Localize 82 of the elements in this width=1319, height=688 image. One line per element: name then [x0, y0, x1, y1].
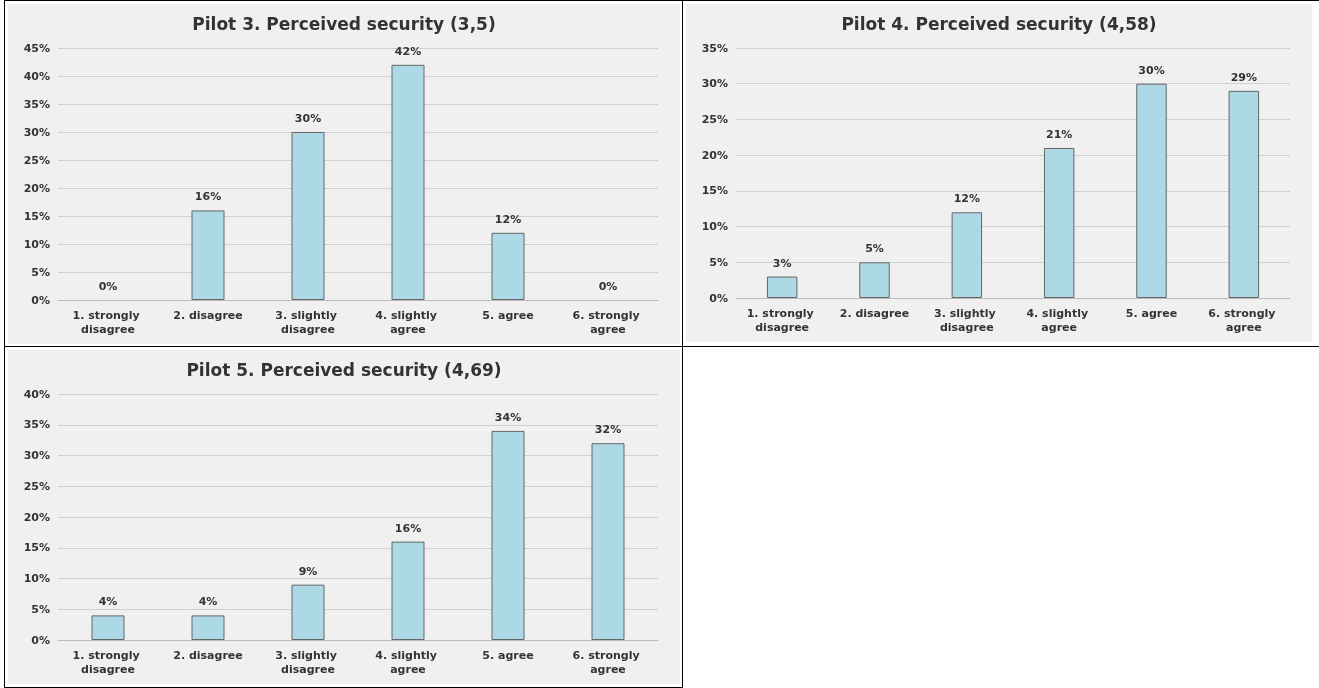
y-tick-label: 30%	[23, 449, 50, 462]
x-tick-label: 4. slightly agree	[1026, 306, 1092, 334]
bar	[191, 210, 225, 300]
y-tick-label: 35%	[23, 418, 50, 432]
chart-title: Pilot 4. Perceived security (4,58)	[841, 13, 1157, 34]
chart-title: Pilot 3. Perceived security (3,5)	[192, 13, 496, 34]
bar	[1043, 148, 1075, 298]
data-label: 0%	[598, 280, 618, 293]
data-label: 34%	[494, 410, 522, 424]
x-tick-label: 2. disagree	[173, 648, 243, 662]
x-tick-label: 3. slightly disagree	[275, 308, 341, 336]
bar	[1136, 83, 1167, 298]
bar	[291, 584, 325, 640]
data-label: 29%	[1230, 70, 1258, 84]
y-tick-label: 25%	[701, 112, 728, 126]
x-tick-label: 2. disagree	[839, 306, 910, 320]
x-tick-label: 4. slightly agree	[375, 648, 441, 676]
bar	[391, 64, 425, 300]
bar	[491, 232, 525, 300]
y-tick-label: 30%	[701, 77, 728, 91]
y-tick-label: 40%	[23, 387, 50, 401]
data-label: 16%	[394, 521, 422, 535]
y-tick-label: 5%	[31, 602, 50, 616]
y-tick-label: 25%	[23, 479, 50, 493]
y-tick-label: 0%	[709, 291, 728, 305]
bar	[766, 276, 798, 298]
x-tick-label: 4. slightly agree	[375, 308, 441, 336]
data-label: 0%	[98, 280, 118, 293]
data-label: 3%	[772, 256, 792, 270]
y-tick-label: 10%	[23, 237, 50, 251]
x-tick-label: 5. agree	[482, 308, 534, 322]
y-tick-label: 35%	[701, 41, 728, 55]
bar	[291, 132, 325, 300]
data-label: 4%	[198, 595, 218, 609]
bar	[951, 212, 983, 298]
data-label: 16%	[194, 190, 222, 204]
x-tick-label: 5. agree	[1125, 306, 1178, 320]
y-tick-label: 20%	[23, 510, 50, 524]
bar	[1228, 90, 1260, 298]
y-tick-label: 15%	[23, 541, 50, 555]
y-tick-label: 45%	[23, 41, 50, 55]
bar	[191, 615, 225, 640]
data-label: 4%	[98, 595, 118, 609]
data-label: 12%	[953, 192, 981, 206]
y-tick-label: 40%	[23, 69, 50, 83]
x-tick-label: 2. disagree	[173, 308, 243, 322]
y-tick-label: 15%	[23, 209, 50, 223]
y-tick-label: 35%	[23, 97, 50, 111]
y-tick-label: 25%	[23, 153, 50, 167]
data-label: 12%	[494, 212, 522, 226]
y-tick-label: 20%	[701, 148, 728, 162]
y-tick-label: 30%	[23, 125, 50, 139]
y-tick-label: 15%	[701, 184, 728, 198]
x-tick-label: 6. strongly agree	[572, 648, 644, 676]
bar	[91, 615, 125, 640]
y-tick-label: 5%	[709, 255, 728, 269]
x-tick-label: 5. agree	[482, 648, 534, 662]
chart-title: Pilot 5. Perceived security (4,69)	[186, 359, 502, 380]
bar	[859, 262, 890, 298]
y-tick-label: 10%	[23, 572, 50, 585]
data-label: 30%	[1138, 63, 1165, 77]
y-tick-label: 20%	[23, 181, 50, 195]
y-tick-label: 5%	[31, 265, 50, 279]
bar	[391, 541, 425, 640]
data-label: 9%	[298, 564, 318, 578]
x-tick-label: 1. strongly disagree	[746, 306, 818, 334]
data-label: 21%	[1045, 128, 1073, 141]
x-tick-label: 1. strongly disagree	[72, 308, 144, 336]
data-label: 5%	[865, 242, 884, 256]
data-label: 32%	[594, 423, 622, 437]
x-tick-label: 3. slightly disagree	[275, 648, 341, 676]
data-label: 30%	[294, 112, 322, 125]
data-label: 42%	[394, 44, 422, 58]
y-tick-label: 0%	[31, 633, 50, 647]
x-tick-label: 3. slightly disagree	[934, 306, 1000, 334]
x-tick-label: 6. strongly agree	[572, 308, 644, 336]
bar	[591, 443, 625, 640]
x-tick-label: 6. strongly agree	[1208, 306, 1280, 334]
x-tick-label: 1. strongly disagree	[72, 648, 144, 676]
bar	[491, 430, 525, 640]
y-tick-label: 10%	[701, 220, 728, 234]
y-tick-label: 0%	[31, 293, 50, 307]
